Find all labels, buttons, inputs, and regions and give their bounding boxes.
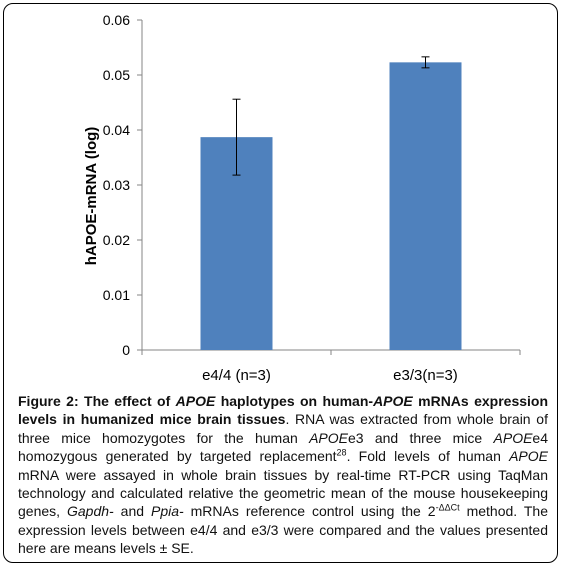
caption-text: and [113,503,151,520]
chart-bars [200,56,462,350]
caption-gene: APOE [309,429,348,446]
y-tick-label: 0.01 [103,287,130,303]
caption-text: mRNAs reference control using the 2 [183,503,436,520]
caption-text: . RNA was extracted from whole brain of … [18,411,548,446]
y-tick-label: 0.06 [103,12,130,28]
y-tick-label: 0.02 [103,232,130,248]
x-tick-label: e4/4 (n=3) [202,367,271,384]
caption-text: e4 homozygous generated by targeted repl… [18,429,548,465]
caption-title-part: haplotypes on human- [220,393,374,409]
y-axis-label: hAPOE-mRNA (log) [83,127,100,266]
caption-text: mRNA were assayed in whole brain tissues… [18,466,548,520]
caption-text: e3 and three mice [347,429,494,446]
y-tick-label: 0.04 [103,122,130,138]
caption-text: method. The expression levels between e4… [18,503,548,557]
caption-title-part: The effect of [84,393,171,409]
bar [389,62,462,350]
caption-gene: APOE [175,393,216,409]
caption-gene: Ppia- [151,503,184,520]
caption-gene: APOE [509,448,548,465]
x-tick-label: e3/3(n=3) [393,367,458,384]
figure-frame [3,3,558,563]
caption-text: . Fold levels of human [346,448,510,465]
caption-gene: APOE [373,393,413,409]
y-tick-label: 0.05 [103,67,130,83]
reference-superscript: 28 [336,447,347,458]
caption-gene: APOE [493,429,533,446]
figure-caption: Figure 2: The effect of APOE haplotypes … [18,392,548,558]
y-tick-label: 0.03 [103,177,130,193]
y-tick-label: 0 [122,342,130,358]
bar-chart: 0 0.01 0.02 0.03 0.04 0.05 0.06 e4/4 (n=3) e3/3(… [83,12,521,384]
exponent-superscript: -ΔΔCt [435,502,460,513]
caption-gene: Gapdh- [67,503,114,520]
caption-title-part: mRNAs expression levels in humanized mic… [18,393,549,428]
figure-label: Figure 2: [18,393,79,409]
